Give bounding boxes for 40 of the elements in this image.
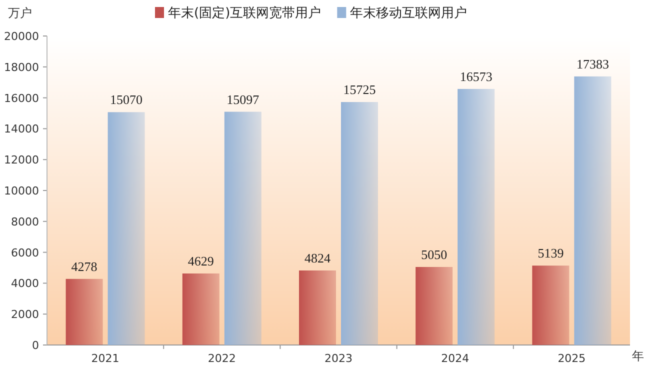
bar [341, 102, 378, 345]
data-label: 16573 [460, 68, 492, 84]
y-tick-label: 12000 [4, 154, 39, 167]
legend-label: 年末移动互联网用户 [350, 6, 468, 21]
y-tick-label: 2000 [11, 308, 39, 322]
bar [416, 266, 453, 345]
data-label: 4278 [71, 258, 98, 274]
y-tick-label: 4000 [11, 277, 39, 290]
bar [66, 278, 103, 345]
data-label: 15097 [226, 92, 260, 107]
x-tick-label: 2021 [91, 352, 120, 365]
bar [108, 112, 145, 345]
y-tick-label: 10000 [4, 184, 39, 198]
x-tick-label: 2024 [441, 352, 470, 365]
bar [299, 270, 336, 345]
x-tick-label: 2022 [208, 352, 236, 365]
y-axis-title: 万户 [8, 6, 32, 20]
y-tick-label: 0 [32, 339, 39, 352]
y-tick-label: 6000 [11, 246, 39, 260]
y-tick-label: 16000 [4, 92, 39, 105]
data-label: 17383 [576, 56, 609, 72]
bar [532, 266, 570, 345]
x-tick-label: 2025 [558, 352, 586, 365]
y-tick-label: 18000 [4, 60, 39, 74]
data-label: 15725 [343, 82, 376, 98]
bar [224, 112, 262, 345]
data-label: 4629 [188, 253, 214, 268]
legend-label: 年末(固定)互联网宽带用户 [168, 5, 322, 21]
x-axis-title: 年 [632, 349, 644, 363]
data-label: 5139 [538, 246, 564, 261]
data-label: 15070 [110, 92, 143, 108]
bar [182, 273, 220, 345]
y-tick-label: 20000 [4, 30, 39, 43]
bar [574, 76, 612, 345]
y-tick-label: 8000 [11, 215, 39, 228]
y-tick-label: 14000 [4, 122, 39, 136]
x-tick-label: 2023 [324, 352, 352, 365]
data-label: 4824 [304, 250, 331, 266]
bar [458, 88, 495, 345]
data-label: 5050 [421, 246, 448, 262]
